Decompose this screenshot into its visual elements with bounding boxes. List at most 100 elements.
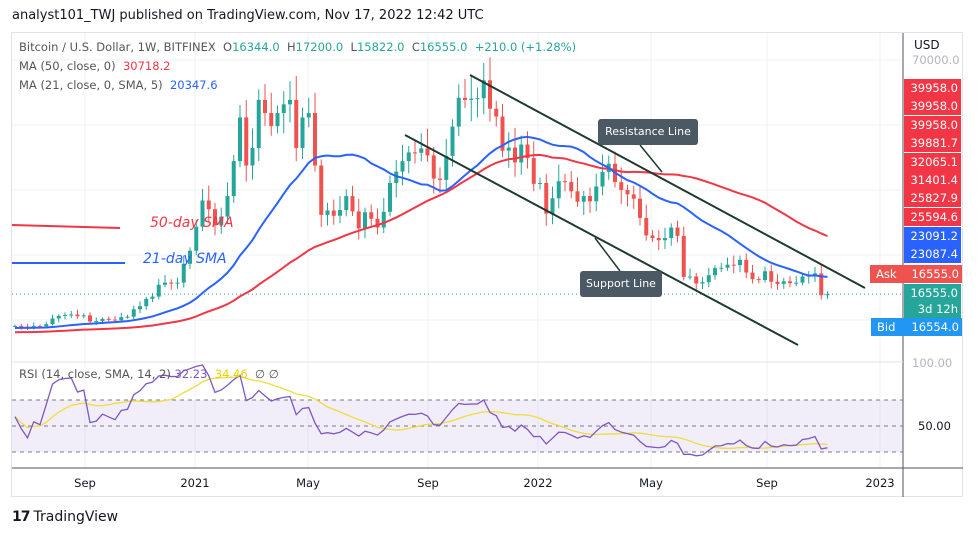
candle-down <box>488 80 492 109</box>
candle-up <box>256 99 261 149</box>
candle-down <box>525 144 530 159</box>
candle-up <box>200 200 205 227</box>
support-arrow <box>594 237 621 272</box>
open-value: 16344.0 <box>232 40 280 54</box>
candle-up <box>550 198 555 214</box>
candle-down <box>494 108 499 117</box>
candle-up <box>131 309 136 317</box>
candle-down <box>75 314 80 317</box>
ma50-price-label: 39958.0 <box>904 115 961 134</box>
published-header: analyst101_TWJ published on TradingView.… <box>12 8 484 23</box>
candle-down <box>88 315 92 322</box>
sma21-annotation[interactable]: 21-day SMA <box>143 251 227 267</box>
candle-down <box>331 210 336 216</box>
candle-up <box>794 282 799 284</box>
brand-name: TradingView <box>33 509 119 525</box>
ma21-label: MA (21, close, 0, SMA, 5) <box>19 78 163 92</box>
candle-down <box>438 178 442 180</box>
candle-down <box>319 165 324 215</box>
candle-up <box>738 259 742 266</box>
candle-down <box>106 318 111 320</box>
ma21-legend[interactable]: MA (21, close, 0, SMA, 5) 20347.6 <box>19 78 218 92</box>
candle-up <box>825 294 830 296</box>
time-axis-tick: Sep <box>756 476 778 490</box>
candle-up <box>700 282 705 284</box>
rsi-na-2: ∅ <box>268 367 279 381</box>
candle-up <box>275 113 280 127</box>
candle-down <box>375 218 380 228</box>
ma50-label: MA (50, close, 0) <box>19 59 116 73</box>
candle-up <box>781 281 786 284</box>
rsi-tick-50: 50.00 <box>918 419 951 433</box>
bid-price-label: Bid 16554.0 <box>871 318 962 336</box>
candle-up <box>763 271 767 280</box>
rsi-band <box>12 400 903 452</box>
candle-down <box>625 189 630 195</box>
candle-down <box>294 99 299 149</box>
candle-down <box>650 235 655 239</box>
tradingview-brand[interactable]: 𝟭𝟳 TradingView <box>12 509 118 525</box>
candle-up <box>506 147 511 151</box>
candle-down <box>744 259 749 273</box>
candle-up <box>156 284 161 297</box>
ma21-price-label: 23087.4 <box>904 245 961 263</box>
support-trendline <box>404 134 799 346</box>
candle-up <box>594 186 599 202</box>
candle-down <box>263 99 267 114</box>
candle-down <box>569 182 574 192</box>
ma50-price-label: 31401.4 <box>904 171 961 189</box>
candle-up <box>144 298 149 307</box>
ma50-price-label: 39958.0 <box>904 79 961 97</box>
rsi-legend[interactable]: RSI (14, close, SMA, 14, 2) 32.23 34.46 … <box>19 367 279 381</box>
change-value: +210.0 (+1.28%) <box>474 40 577 54</box>
low-value: 15822.0 <box>356 40 405 54</box>
candle-down <box>819 273 824 296</box>
ma21-line <box>14 135 828 329</box>
candle-up <box>281 104 286 114</box>
candle-up <box>125 316 130 318</box>
ma50-value: 30718.2 <box>122 59 171 73</box>
candle-up <box>225 196 230 217</box>
candle-up <box>44 324 49 327</box>
ma50-legend[interactable]: MA (50, close, 0) 30718.2 <box>19 59 171 73</box>
low-label: L <box>350 40 357 54</box>
candle-up <box>188 250 192 264</box>
chart-frame[interactable] <box>11 32 963 497</box>
candle-up <box>94 321 99 323</box>
candle-down <box>500 116 505 151</box>
candle-down <box>531 158 536 184</box>
support-line-label[interactable]: Support Line <box>580 271 662 297</box>
candle-up <box>325 210 330 215</box>
candle-down <box>369 212 374 219</box>
bar-countdown: 3d 12h <box>917 302 958 316</box>
ma50-price-label: 25594.6 <box>904 207 961 226</box>
symbol-name[interactable]: Bitcoin / U.S. Dollar, 1W, BITFINEX <box>19 40 216 54</box>
candle-up <box>219 216 224 226</box>
high-label: H <box>286 40 296 54</box>
candle-up <box>175 282 180 284</box>
candle-down <box>775 281 780 284</box>
ma50-price-label: 39881.7 <box>904 134 961 153</box>
rsi-label: RSI (14, close, SMA, 14, 2) <box>19 367 171 381</box>
candle-up <box>581 196 586 202</box>
candle-down <box>619 182 624 190</box>
sma50-annotation[interactable]: 50-day SMA <box>150 215 234 231</box>
candle-up <box>344 196 349 211</box>
candle-down <box>463 97 467 100</box>
candle-up <box>725 264 730 268</box>
ask-label: Ask <box>876 267 897 281</box>
sma50-annotation-line <box>11 224 121 229</box>
candle-down <box>631 194 636 199</box>
candle-down <box>750 272 755 280</box>
candle-up <box>388 182 392 212</box>
candle-up <box>300 117 305 149</box>
time-axis-tick: Sep <box>417 476 439 490</box>
candle-up <box>238 117 242 162</box>
time-axis-tick: May <box>639 476 663 490</box>
candle-up <box>63 314 67 316</box>
candle-up <box>138 306 142 310</box>
bid-value: 16554.0 <box>911 320 959 334</box>
resistance-line-label[interactable]: Resistance Line <box>598 119 698 145</box>
candle-down <box>244 117 249 166</box>
